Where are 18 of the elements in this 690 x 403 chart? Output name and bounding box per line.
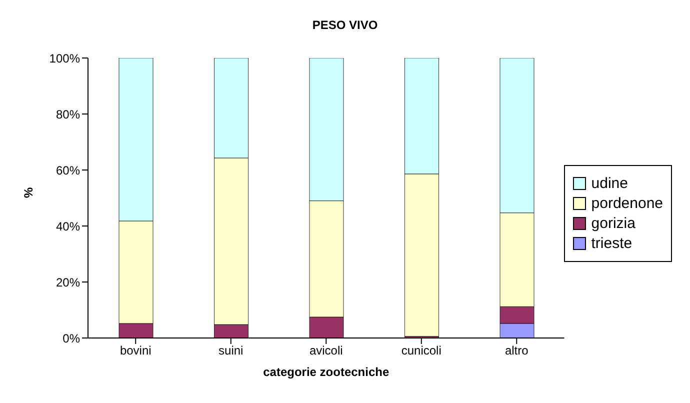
legend-label: trieste: [591, 234, 632, 252]
y-axis-title: %: [21, 187, 36, 198]
y-tick-label: 20%: [56, 275, 80, 290]
y-tick-label: 100%: [49, 51, 80, 66]
legend-label: udine: [591, 174, 628, 192]
y-tick-label: 40%: [56, 219, 80, 234]
legend-label: gorizia: [591, 214, 636, 232]
y-tick-label: 0%: [62, 331, 80, 346]
x-tick-label: bovini: [120, 344, 152, 358]
x-tick-label: altro: [504, 344, 529, 358]
y-tick-label: 60%: [56, 163, 80, 178]
y-tick-label: 80%: [56, 107, 80, 122]
x-tick-label: cunicoli: [401, 344, 442, 358]
x-axis-title: categorie zootecniche: [263, 365, 390, 379]
chart-title: PESO VIVO: [311, 18, 379, 34]
x-tick-label: avicoli: [309, 344, 343, 358]
x-tick-label: suini: [218, 344, 244, 358]
legend-label: pordenone: [591, 194, 663, 212]
